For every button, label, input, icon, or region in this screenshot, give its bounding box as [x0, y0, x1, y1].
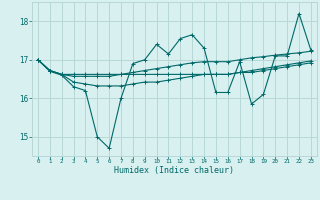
X-axis label: Humidex (Indice chaleur): Humidex (Indice chaleur)	[115, 166, 234, 175]
